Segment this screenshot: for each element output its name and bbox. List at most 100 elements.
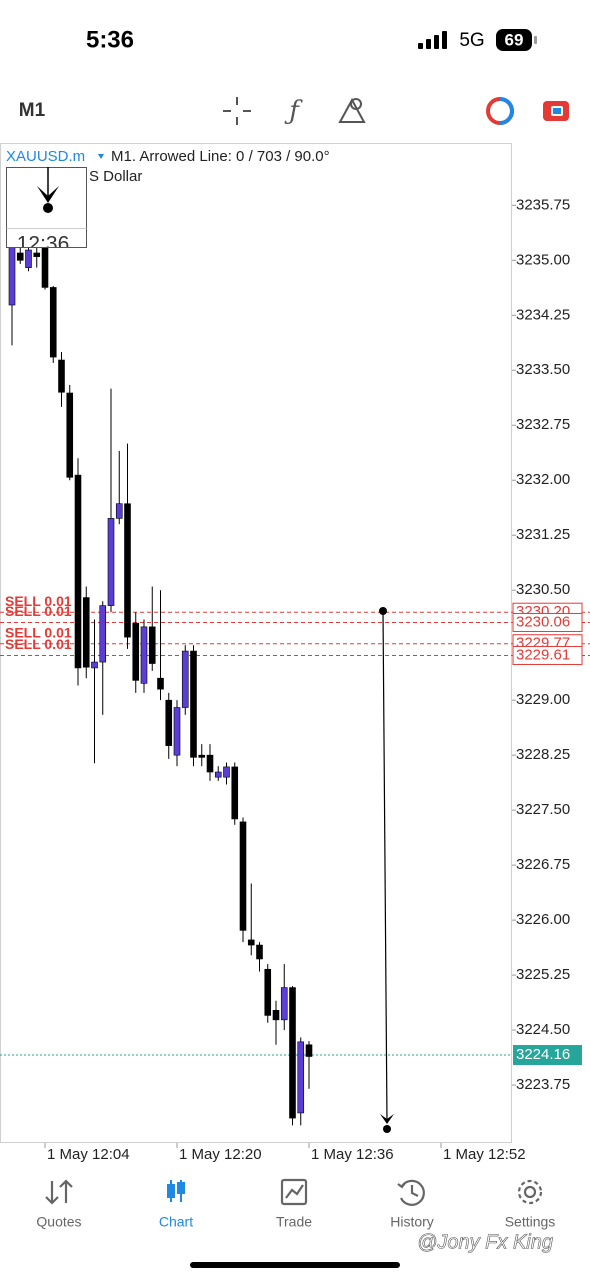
y-tick-label: 3227.50 (516, 801, 570, 818)
candle-body (297, 1041, 305, 1114)
candle-body (115, 503, 123, 519)
candle-body (132, 622, 140, 681)
candle-body (124, 503, 131, 638)
symbol[interactable]: XAUUSD.m (6, 148, 85, 165)
candle-body (16, 252, 24, 261)
candle-body (173, 707, 181, 756)
candle-body (272, 1010, 280, 1021)
candle-body (214, 771, 222, 778)
candle-body (247, 939, 255, 946)
symbol-description: S Dollar (89, 168, 142, 185)
y-tick-label: 3229.00 (516, 691, 570, 708)
battery (496, 29, 532, 51)
objects-icon[interactable] (338, 97, 366, 123)
y-tick-label: 3234.25 (516, 306, 570, 323)
y-tick-label: 3232.75 (516, 416, 570, 433)
order-label: SELL 0.01 (5, 593, 72, 609)
settings-icon[interactable] (517, 1179, 543, 1205)
bid-tag-label: 3224.16 (516, 1046, 570, 1063)
candle-body (99, 605, 107, 663)
symbol-dropdown[interactable] (98, 154, 104, 159)
nav-tab-label[interactable]: History (390, 1214, 434, 1230)
y-tick-label: 3235.00 (516, 251, 570, 268)
y-tick-label: 3231.25 (516, 526, 570, 543)
clock: 5:36 (86, 26, 134, 53)
history-icon[interactable] (397, 1179, 425, 1206)
candle-body (25, 249, 32, 268)
candle-body (190, 650, 197, 758)
candle-body (198, 754, 206, 758)
trade-tab-icon[interactable] (280, 1178, 308, 1206)
x-tick-label: 1 May 12:36 (311, 1146, 394, 1163)
candle-body (49, 287, 57, 358)
battery-tip (534, 36, 537, 44)
candle-body (256, 944, 263, 960)
candle-body (289, 987, 296, 1119)
candle-body (74, 474, 82, 669)
candle-body (91, 661, 98, 669)
candle-body (107, 518, 115, 606)
candle-body (305, 1044, 313, 1057)
price-tag (512, 612, 583, 632)
candle-body (157, 677, 164, 690)
chart-icon[interactable] (167, 1180, 185, 1202)
candle-body (82, 597, 90, 668)
network: 5G (459, 30, 484, 51)
candle-body (231, 766, 239, 820)
candle-body (264, 968, 272, 1016)
price-tag (512, 645, 583, 665)
object-info: M1. Arrowed Line: 0 / 703 / 90.0° (111, 148, 330, 165)
x-tick-label: 1 May 12:04 (47, 1146, 130, 1163)
nav-tab-label[interactable]: Trade (276, 1214, 312, 1230)
y-tick-label: 3226.75 (516, 856, 570, 873)
y-tick-label: 3223.75 (516, 1076, 570, 1093)
nav-tab-label[interactable]: Settings (505, 1214, 556, 1230)
battery-level: 69 (505, 30, 524, 49)
signal-icon (418, 31, 447, 49)
candle-body (206, 754, 214, 773)
object-popup[interactable]: 12:36 (6, 167, 87, 256)
y-tick-label: 3225.25 (516, 966, 570, 983)
arrowed-line[interactable] (379, 607, 394, 1133)
candle-body (8, 245, 16, 306)
x-tick-label: 1 May 12:20 (179, 1146, 262, 1163)
y-tick-label: 3235.75 (516, 196, 570, 213)
candle-body (58, 359, 65, 393)
candle-body (66, 392, 74, 478)
crosshair-icon[interactable] (223, 97, 251, 125)
candle-body (280, 987, 288, 1021)
indicators-icon[interactable]: ƒ (284, 96, 303, 126)
order-label: SELL 0.01 (5, 603, 72, 619)
y-tick-label: 3230.50 (516, 581, 570, 598)
y-tick-label: 3233.50 (516, 361, 570, 378)
y-tick-label: 3226.00 (516, 911, 570, 928)
y-tick-label: 3232.00 (516, 471, 570, 488)
timeframe[interactable]: M1 (19, 100, 46, 121)
y-tick-label: 3224.50 (516, 1021, 570, 1038)
bottom-nav: Quotes Chart Trade History Settings (36, 1178, 556, 1230)
y-tick-label: 3228.25 (516, 746, 570, 763)
quotes-icon[interactable] (45, 1179, 73, 1205)
nav-tab-label[interactable]: Chart (159, 1214, 193, 1230)
candle-body (41, 245, 49, 288)
price-tag-label: 3229.61 (516, 646, 570, 663)
candle-body (165, 699, 173, 746)
watermark: @Jony Fx King (417, 1231, 553, 1253)
popup-time: 12:36 (17, 233, 70, 256)
bid-tag (513, 1045, 582, 1066)
order-label: SELL 0.01 (5, 624, 72, 640)
candle-body (239, 821, 247, 931)
candle-body (181, 650, 189, 708)
candle-body (223, 766, 230, 778)
home-indicator (190, 1262, 400, 1268)
trade-icon[interactable] (543, 101, 569, 121)
x-tick-label: 1 May 12:52 (443, 1146, 526, 1163)
order-label: SELL 0.01 (5, 636, 72, 652)
nav-tab-label[interactable]: Quotes (36, 1214, 81, 1230)
candle-body (148, 626, 156, 664)
candle-body (140, 626, 148, 684)
one-click-icon[interactable] (486, 97, 514, 125)
